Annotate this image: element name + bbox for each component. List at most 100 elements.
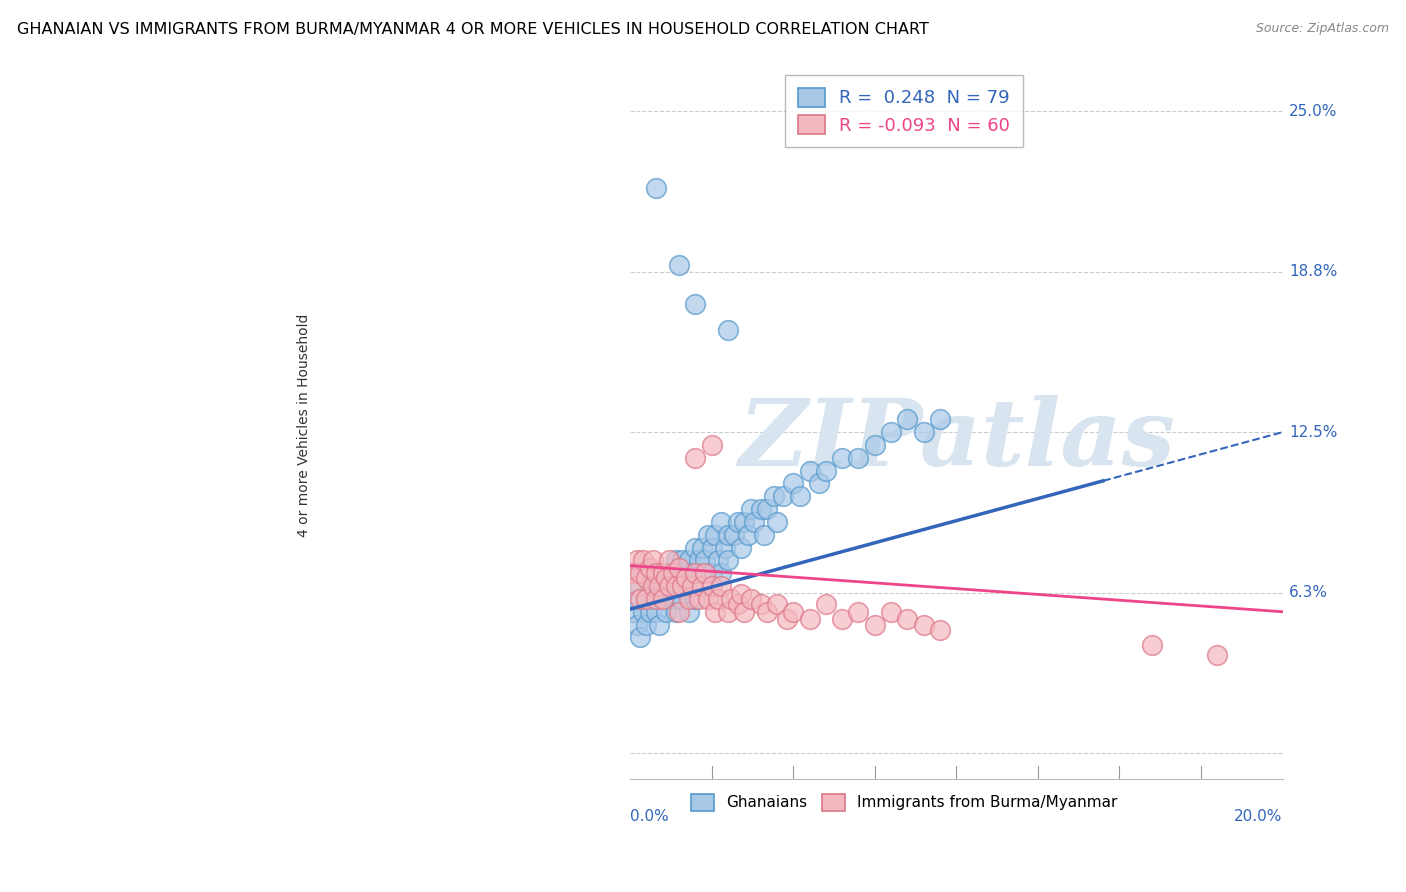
Point xyxy=(782,605,804,619)
Point xyxy=(695,566,717,581)
Point xyxy=(645,566,668,581)
Point xyxy=(799,464,821,478)
Point xyxy=(631,566,654,581)
Point xyxy=(658,553,681,567)
Point xyxy=(678,605,700,619)
Point xyxy=(848,605,870,619)
Text: 12.5%: 12.5% xyxy=(1289,425,1337,440)
Point xyxy=(685,591,707,606)
Point xyxy=(880,605,903,619)
Point xyxy=(749,502,772,516)
Text: 6.3%: 6.3% xyxy=(1289,585,1329,600)
Point xyxy=(665,553,688,567)
Point xyxy=(697,528,720,542)
Point xyxy=(749,597,772,611)
Point xyxy=(733,605,755,619)
Point xyxy=(645,591,668,606)
Point xyxy=(727,597,749,611)
Point xyxy=(645,579,668,593)
Point xyxy=(717,528,740,542)
Point xyxy=(929,623,952,637)
Point xyxy=(740,591,762,606)
Point xyxy=(645,181,668,195)
Point xyxy=(628,566,651,581)
Point xyxy=(651,579,673,593)
Point xyxy=(638,605,661,619)
Point xyxy=(697,591,720,606)
Point xyxy=(740,502,762,516)
Point xyxy=(703,605,725,619)
Point xyxy=(671,591,693,606)
Point xyxy=(658,579,681,593)
Point xyxy=(766,515,789,529)
Point xyxy=(658,579,681,593)
Point xyxy=(766,597,789,611)
Point xyxy=(621,566,644,581)
Point xyxy=(655,571,678,585)
Point xyxy=(690,566,713,581)
Legend: Ghanaians, Immigrants from Burma/Myanmar: Ghanaians, Immigrants from Burma/Myanmar xyxy=(685,788,1123,817)
Point xyxy=(668,605,690,619)
Point xyxy=(661,566,683,581)
Point xyxy=(700,438,723,452)
Point xyxy=(863,438,886,452)
Point xyxy=(685,450,707,465)
Point xyxy=(896,612,918,626)
Point xyxy=(631,553,654,567)
Point xyxy=(717,605,740,619)
Point xyxy=(628,591,651,606)
Point xyxy=(831,450,853,465)
Point xyxy=(668,259,690,273)
Point xyxy=(651,591,673,606)
Point xyxy=(814,597,837,611)
Point xyxy=(648,617,671,632)
Point xyxy=(636,571,658,585)
Point xyxy=(737,528,759,542)
Point xyxy=(717,322,740,336)
Point xyxy=(700,566,723,581)
Point xyxy=(681,579,703,593)
Point xyxy=(912,617,935,632)
Point xyxy=(776,612,799,626)
Point xyxy=(675,571,697,585)
Text: ZIPatlas: ZIPatlas xyxy=(738,395,1175,485)
Point xyxy=(628,579,651,593)
Point xyxy=(707,553,730,567)
Point xyxy=(710,566,733,581)
Text: 20.0%: 20.0% xyxy=(1234,809,1282,824)
Text: 0.0%: 0.0% xyxy=(630,809,669,824)
Point xyxy=(762,489,785,503)
Point xyxy=(675,579,697,593)
Point xyxy=(756,605,779,619)
Point xyxy=(638,579,661,593)
Point xyxy=(723,528,745,542)
Point xyxy=(690,579,713,593)
Point xyxy=(626,591,648,606)
Point xyxy=(700,541,723,555)
Point xyxy=(685,297,707,311)
Point xyxy=(756,502,779,516)
Point xyxy=(727,515,749,529)
Point xyxy=(651,591,673,606)
Text: 18.8%: 18.8% xyxy=(1289,264,1337,279)
Point xyxy=(752,528,775,542)
Point xyxy=(636,591,658,606)
Point xyxy=(912,425,935,439)
Text: 4 or more Vehicles in Household: 4 or more Vehicles in Household xyxy=(297,314,311,538)
Point xyxy=(628,631,651,645)
Point xyxy=(665,579,688,593)
Point xyxy=(641,579,664,593)
Point xyxy=(621,605,644,619)
Point xyxy=(641,566,664,581)
Point xyxy=(685,566,707,581)
Point xyxy=(651,566,673,581)
Point xyxy=(626,617,648,632)
Point xyxy=(733,515,755,529)
Point xyxy=(1140,638,1163,652)
Point xyxy=(661,591,683,606)
Point xyxy=(641,553,664,567)
Point xyxy=(648,579,671,593)
Text: 25.0%: 25.0% xyxy=(1289,104,1337,119)
Point xyxy=(638,561,661,575)
Point xyxy=(648,566,671,581)
